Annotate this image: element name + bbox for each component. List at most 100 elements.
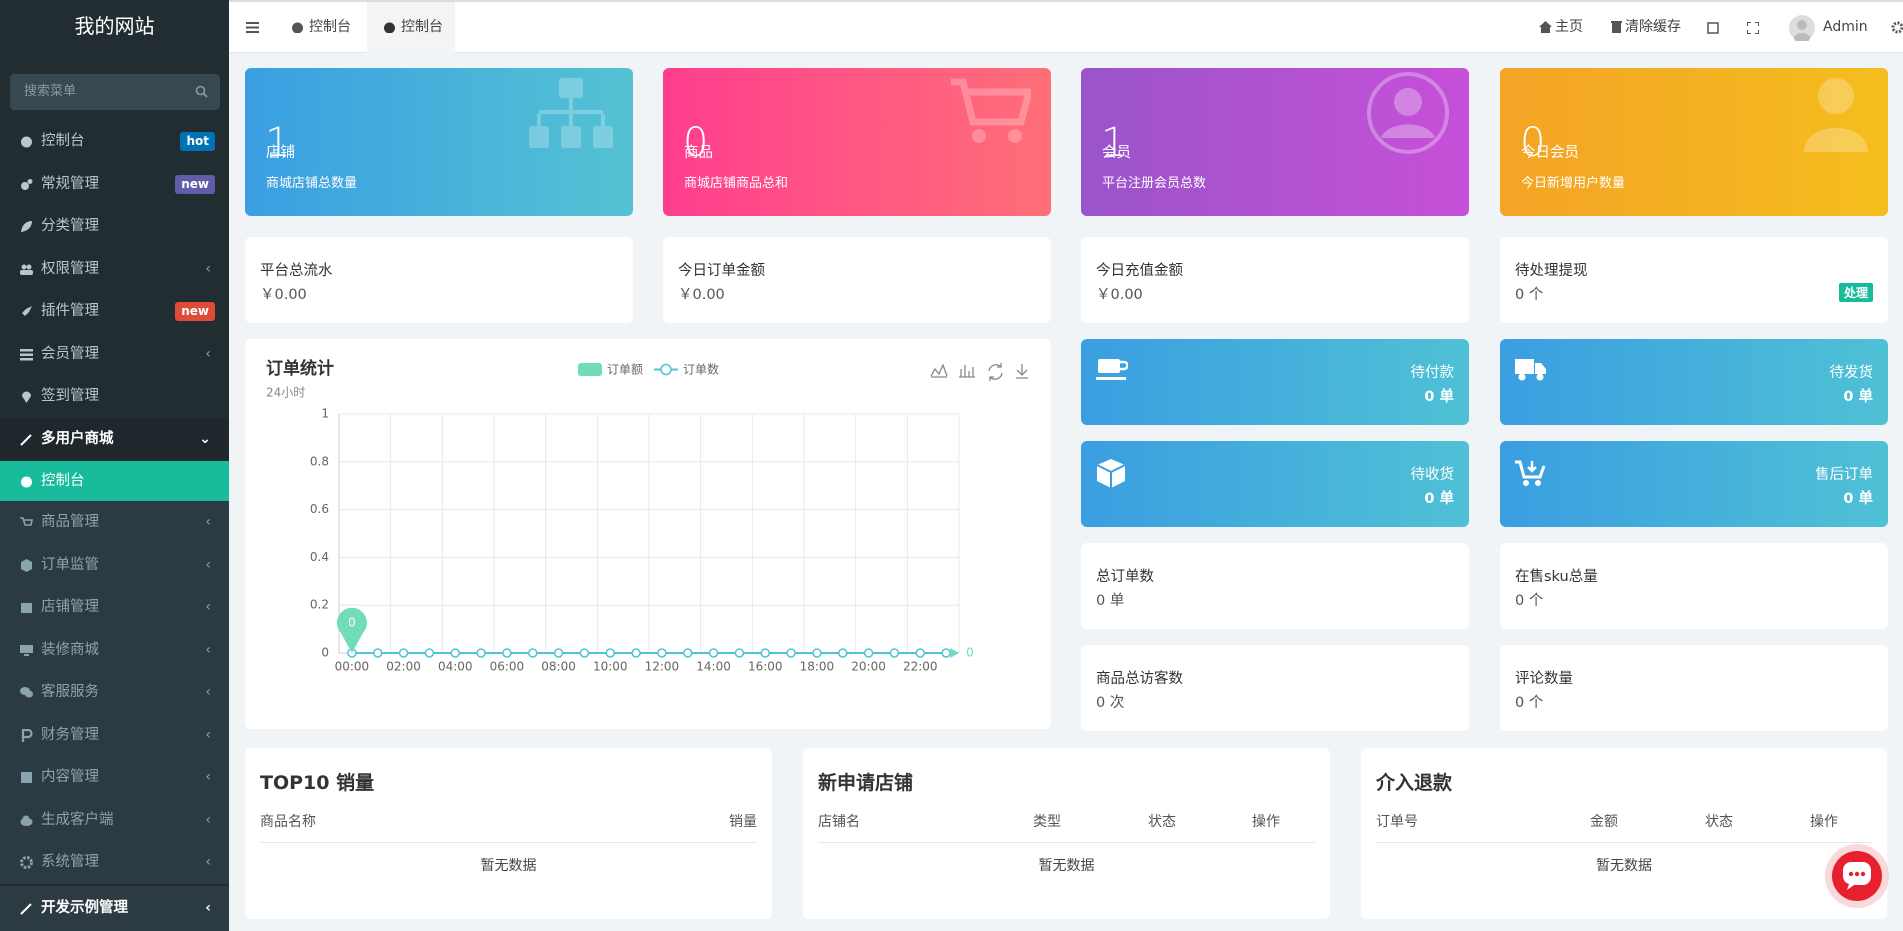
point xyxy=(502,648,512,658)
point xyxy=(812,648,822,658)
info-card: 今日充值金额 ￥0.00 xyxy=(1081,237,1469,323)
submenu-item[interactable]: 店铺管理 ‹ xyxy=(0,586,229,629)
tool-bar[interactable] xyxy=(959,365,975,378)
menu-item[interactable]: 权限管理 ‹ xyxy=(0,248,229,291)
x-tick-label: 10:00 xyxy=(593,660,628,674)
language-icon[interactable] xyxy=(1707,22,1719,34)
x-tick-label: 02:00 xyxy=(386,660,421,674)
table-title: 新申请店铺 xyxy=(818,772,914,794)
submenu-item[interactable]: 控制台 xyxy=(0,461,229,501)
y-tick-label: 1 xyxy=(321,407,329,421)
menu-label: 签到管理 xyxy=(41,388,99,404)
order-card[interactable]: 待收货 0 单 xyxy=(1081,441,1469,527)
count-value: 0 单 xyxy=(1096,593,1125,609)
count-card: 评论数量 0 个 xyxy=(1500,645,1888,731)
menu-label: 权限管理 xyxy=(41,260,99,277)
fullscreen-icon[interactable] xyxy=(1747,22,1759,34)
submenu-item[interactable]: 系统管理 ‹ xyxy=(0,841,229,884)
tool-line[interactable] xyxy=(930,363,948,378)
order-card[interactable]: 待付款 0 单 xyxy=(1081,339,1469,425)
point xyxy=(683,648,693,658)
home-link[interactable]: 主页 xyxy=(1539,2,1583,53)
point xyxy=(941,648,951,658)
info-card: 平台总流水 ￥0.00 xyxy=(245,237,633,323)
submenu-item[interactable]: 订单监管 ‹ xyxy=(0,543,229,586)
submenu-item[interactable]: 商品管理 ‹ xyxy=(0,501,229,544)
order-value: 0 单 xyxy=(1424,389,1454,405)
order-label: 待收货 xyxy=(1410,467,1455,483)
x-tick-label: 06:00 xyxy=(490,660,525,674)
action-badge[interactable]: 处理 xyxy=(1838,283,1873,302)
count-card: 总订单数 0 单 xyxy=(1081,543,1469,629)
point xyxy=(579,648,590,658)
point xyxy=(528,648,538,658)
end-label: 0 xyxy=(966,646,974,660)
point xyxy=(708,648,719,658)
point xyxy=(889,648,900,658)
menu-label: 商品管理 xyxy=(41,514,99,530)
count-label: 在售sku总量 xyxy=(1515,569,1598,585)
chat-button[interactable] xyxy=(1824,843,1890,909)
point xyxy=(476,648,486,658)
order-card[interactable]: 待发货 0 单 xyxy=(1500,339,1888,425)
submenu-item[interactable]: 生成客户端 ‹ xyxy=(0,798,229,841)
table-card: 介入退款 订单号 金额 状态 操作 暂无数据 xyxy=(1361,748,1887,919)
legend-label: 订单数 xyxy=(683,362,719,377)
menu-label: 系统管理 xyxy=(41,854,99,870)
count-card: 在售sku总量 0 个 xyxy=(1500,543,1888,629)
menu-item[interactable]: 多用户商城 ⌄ xyxy=(0,417,229,460)
mark-point-label: 0 xyxy=(348,616,356,630)
menu-item[interactable]: 控制台 hot xyxy=(0,120,229,163)
y-tick-label: 0.4 xyxy=(310,550,329,564)
legend-swatch xyxy=(578,363,602,376)
menu-item[interactable]: 插件管理 new xyxy=(0,290,229,333)
stat-card: 今日会员 0 今日新增用户数量 xyxy=(1500,68,1888,216)
submenu-item[interactable]: 客服服务 ‹ xyxy=(0,671,229,714)
avatar[interactable] xyxy=(1789,15,1815,41)
sidebar: 我的网站 搜索菜单 控制台 hot 常规管理 new 分类管理 权限管理 ‹ 插件管理… xyxy=(0,0,229,931)
menu-item[interactable]: 分类管理 xyxy=(0,205,229,248)
menu-item[interactable]: 签到管理 xyxy=(0,375,229,418)
column-header: 状态 xyxy=(1148,814,1176,830)
empty-message: 暂无数据 xyxy=(1596,858,1652,874)
menu-label: 订单监管 xyxy=(41,556,99,573)
order-label: 待付款 xyxy=(1410,365,1455,381)
y-tick-label: 0.2 xyxy=(310,598,329,612)
x-tick-label: 16:00 xyxy=(748,660,783,674)
submenu-item[interactable]: 装修商城 ‹ xyxy=(0,628,229,671)
stat-card: 商品 0 商城店铺商品总和 xyxy=(663,68,1051,216)
menu-item[interactable]: 开发示例管理 ‹ xyxy=(0,886,229,931)
column-header: 订单号 xyxy=(1376,814,1418,830)
link-label: 主页 xyxy=(1555,19,1583,35)
column-header: 类型 xyxy=(1033,814,1061,830)
tool-restore[interactable] xyxy=(988,363,1003,381)
column-header: 金额 xyxy=(1590,814,1618,830)
submenu-item[interactable]: 内容管理 ‹ xyxy=(0,756,229,799)
menu-item[interactable]: 会员管理 ‹ xyxy=(0,333,229,376)
clear-cache-link[interactable]: 清除缓存 xyxy=(1611,2,1681,53)
info-value: ￥0.00 xyxy=(260,287,307,303)
tab-active[interactable]: 控制台 xyxy=(367,2,455,53)
point xyxy=(760,648,770,658)
menu-item[interactable]: 常规管理 new xyxy=(0,163,229,206)
order-card[interactable]: 售后订单 0 单 xyxy=(1500,441,1888,527)
stat-value: 1 xyxy=(1101,120,1127,166)
stat-card: 店铺 1 商城店铺总数量 xyxy=(245,68,633,216)
tab-label: 控制台 xyxy=(309,19,351,35)
order-value: 0 单 xyxy=(1424,491,1454,507)
tool-download[interactable] xyxy=(1016,364,1028,379)
submenu-item[interactable]: 财务管理 ‹ xyxy=(0,713,229,756)
stat-label: 会员 xyxy=(1102,145,1131,161)
x-tick-label: 14:00 xyxy=(696,660,731,674)
count-value: 0 个 xyxy=(1515,593,1544,609)
top-bar: 控制台 控制台 主页 清除缓存 Admin xyxy=(229,0,1903,53)
end-arrow xyxy=(950,648,960,658)
stat-caption: 商城店铺总数量 xyxy=(266,176,358,191)
site-title[interactable]: 我的网站 xyxy=(74,14,155,38)
search-box[interactable]: 搜索菜单 xyxy=(10,74,220,110)
settings-icon[interactable] xyxy=(1891,21,1903,34)
user-name[interactable]: Admin xyxy=(1823,19,1868,35)
menu-toggle[interactable] xyxy=(246,22,259,33)
info-label: 待处理提现 xyxy=(1515,263,1588,279)
tab[interactable]: 控制台 xyxy=(291,2,351,53)
